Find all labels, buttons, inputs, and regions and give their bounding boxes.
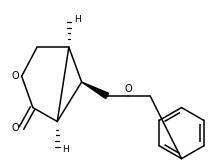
Text: H: H <box>74 15 81 24</box>
Polygon shape <box>82 82 109 99</box>
Text: H: H <box>62 145 69 154</box>
Text: O: O <box>124 84 132 94</box>
Text: O: O <box>11 71 19 81</box>
Text: O: O <box>12 123 19 133</box>
